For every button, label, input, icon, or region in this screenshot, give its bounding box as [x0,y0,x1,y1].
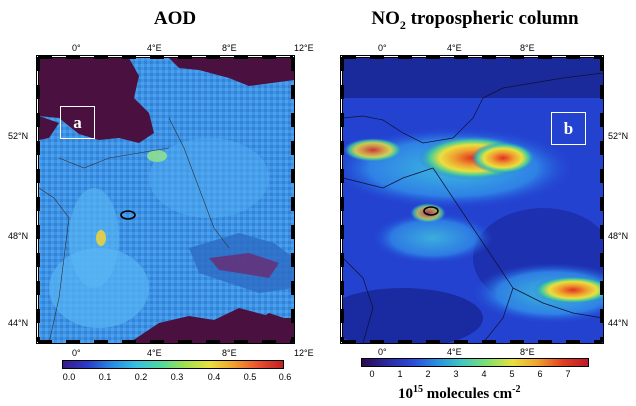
no2-colorbar-tick: 3 [453,369,459,379]
no2-lat-tick: 52°N [608,131,629,141]
no2-frame [340,55,604,344]
paris-marker [120,210,136,220]
no2-lon-tick-top: 0° [378,43,387,53]
no2-colorbar-tick: 6 [537,369,543,379]
no2-lat-tick: 48°N [608,231,629,241]
no2-lat-tick: 44°N [608,318,629,328]
aod-colorbar-tick: 0.2 [134,372,148,382]
no2-field [343,58,603,343]
aod-colorbar-tick: 0.4 [207,372,221,382]
aod-lon-tick-top: 0° [72,43,81,53]
aod-lon-tick-bottom: 8°E [222,348,237,358]
panel-label-a: a [60,106,95,139]
aod-colorbar-tick: 0.5 [243,372,257,382]
panel-label-b: b [551,112,586,145]
aod-colorbar-tick: 0.1 [98,372,112,382]
no2-lon-tick-bottom: 8°E [520,347,535,357]
no2-colorbar-tick: 4 [481,369,487,379]
no2-colorbar-tick: 1 [397,369,403,379]
aod-field [39,58,294,343]
no2-colorbar-tick: 2 [425,369,431,379]
aod-map [38,57,295,344]
no2-map [342,57,604,344]
aod-lon-tick-bottom: 0° [72,348,81,358]
no2-colorbar [361,358,589,367]
aod-lon-tick-top: 4°E [147,43,162,53]
no2-lon-tick-bottom: 0° [378,347,387,357]
no2-lon-tick-top: 8°E [520,43,535,53]
no2-colorbar-tick: 7 [565,369,571,379]
aod-frame [36,55,295,344]
aod-lat-tick: 52°N [8,131,29,141]
no2-title: NO2 tropospheric column [371,8,579,32]
aod-lon-tick-top: 8°E [222,43,237,53]
aod-colorbar-tick: 0.6 [278,372,292,382]
aod-lon-tick-bottom: 4°E [147,348,162,358]
no2-units: 1015 molecules cm-2 [398,384,521,402]
no2-colorbar-tick: 5 [509,369,515,379]
aod-colorbar-tick: 0.3 [170,372,184,382]
aod-lat-tick: 44°N [8,318,29,328]
no2-lon-tick-bottom: 4°E [447,347,462,357]
aod-colorbar [62,360,284,369]
uk-mask [39,58,154,143]
aod-lon-tick-top: 12°E [294,43,314,53]
aod-lat-tick: 48°N [8,231,29,241]
aod-lon-tick-bottom: 12°E [294,348,314,358]
paris-marker [423,206,439,216]
no2-lon-tick-top: 4°E [447,43,462,53]
no2-colorbar-tick: 0 [369,369,375,379]
aod-colorbar-tick: 0.0 [62,372,76,382]
aod-title: AOD [153,8,197,29]
